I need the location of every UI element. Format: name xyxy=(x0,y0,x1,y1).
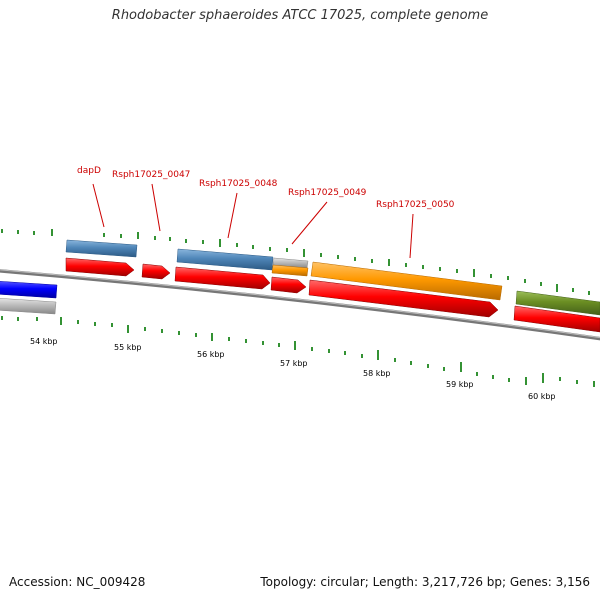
feature-rsph0049-cds[interactable] xyxy=(271,264,309,277)
gene-label-dapD[interactable]: dapD xyxy=(77,166,101,176)
gene-label-rsph0047[interactable]: Rsph17025_0047 xyxy=(112,170,190,180)
kbp-label-59: 59 kbp xyxy=(446,380,474,389)
top-strand-features xyxy=(65,239,600,316)
gene-labels: dapD Rsph17025_0047 Rsph17025_0048 Rsph1… xyxy=(77,166,455,210)
feature-dapD-cds[interactable] xyxy=(65,239,138,258)
feature-gray-reverse-cds[interactable] xyxy=(0,298,57,315)
map-title: Rhodobacter sphaeroides ATCC 17025, comp… xyxy=(111,8,489,23)
reverse-strand-features xyxy=(0,281,58,315)
gene-arrow-rsph0047[interactable] xyxy=(141,263,171,280)
feature-rsph0050-cds[interactable] xyxy=(310,261,503,301)
kbp-label-58: 58 kbp xyxy=(363,369,391,378)
gene-label-rsph0049[interactable]: Rsph17025_0049 xyxy=(288,188,367,198)
feature-rsph0048-cds[interactable] xyxy=(176,248,274,271)
kbp-label-55: 55 kbp xyxy=(114,343,142,352)
genome-backbone xyxy=(0,269,600,341)
accession-label: Accession: NC_009428 xyxy=(9,575,146,589)
kbp-label-54: 54 kbp xyxy=(30,337,58,346)
gene-arrow-dapD[interactable] xyxy=(65,257,135,277)
kbp-label-57: 57 kbp xyxy=(280,359,308,368)
feature-blue-cds[interactable] xyxy=(0,281,58,299)
inner-scale-ticks xyxy=(1,316,595,387)
gene-arrow-rsph0050[interactable] xyxy=(308,279,499,318)
gene-label-rsph0048[interactable]: Rsph17025_0048 xyxy=(199,179,278,189)
genome-stats-label: Topology: circular; Length: 3,217,726 bp… xyxy=(260,575,590,589)
kbp-scale-labels: 54 kbp 55 kbp 56 kbp 57 kbp 58 kbp 59 kb… xyxy=(30,337,556,401)
gene-arrow-rsph0049[interactable] xyxy=(270,276,307,294)
genome-backbone-highlight xyxy=(0,269,600,339)
gene-label-leaders xyxy=(92,183,414,259)
kbp-label-60: 60 kbp xyxy=(528,392,556,401)
forward-gene-arrows xyxy=(65,257,600,333)
gene-label-rsph0050[interactable]: Rsph17025_0050 xyxy=(376,200,455,210)
gene-arrow-next[interactable] xyxy=(513,305,600,333)
gene-arrow-rsph0048[interactable] xyxy=(174,266,271,290)
outer-scale-ticks xyxy=(1,229,590,295)
kbp-label-56: 56 kbp xyxy=(197,350,225,359)
feature-olive-cds[interactable] xyxy=(515,290,600,316)
